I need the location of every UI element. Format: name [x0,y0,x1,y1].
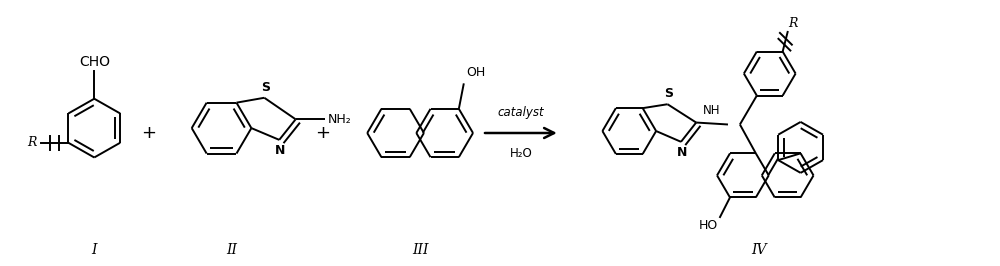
Text: R: R [789,17,798,30]
Text: +: + [141,124,156,142]
Text: II: II [226,243,237,257]
Text: catalyst: catalyst [498,106,544,119]
Text: N: N [275,144,285,157]
Text: IV: IV [751,243,766,257]
Text: H₂O: H₂O [510,147,532,160]
Text: NH: NH [703,104,721,117]
Text: OH: OH [466,66,485,80]
Text: S: S [664,87,673,100]
Text: III: III [412,243,428,257]
Text: NH₂: NH₂ [327,113,351,126]
Text: N: N [677,146,687,159]
Text: S: S [261,81,270,94]
Text: I: I [92,243,97,257]
Text: R: R [27,136,37,149]
Text: HO: HO [699,219,718,232]
Text: CHO: CHO [79,55,110,69]
Text: +: + [315,124,330,142]
